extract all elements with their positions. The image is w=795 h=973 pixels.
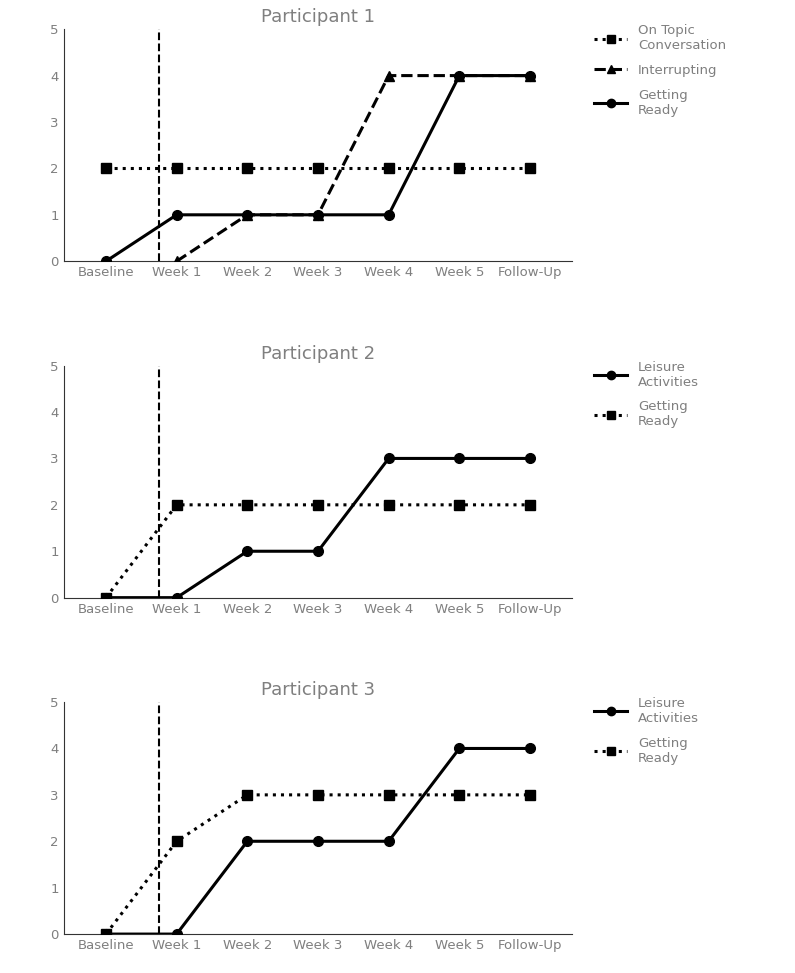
Title: Participant 2: Participant 2 bbox=[261, 344, 375, 363]
Legend: On Topic
Conversation, Interrupting, Getting
Ready: On Topic Conversation, Interrupting, Get… bbox=[594, 24, 726, 117]
Legend: Leisure
Activities, Getting
Ready: Leisure Activities, Getting Ready bbox=[594, 697, 699, 765]
Title: Participant 1: Participant 1 bbox=[261, 8, 375, 26]
Title: Participant 3: Participant 3 bbox=[261, 681, 375, 700]
Legend: Leisure
Activities, Getting
Ready: Leisure Activities, Getting Ready bbox=[594, 361, 699, 428]
